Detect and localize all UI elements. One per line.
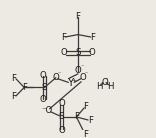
Text: F: F bbox=[12, 91, 17, 100]
Text: O: O bbox=[89, 48, 95, 57]
Text: S: S bbox=[59, 112, 64, 121]
Text: O: O bbox=[79, 73, 86, 82]
Text: ⁻O: ⁻O bbox=[41, 106, 52, 115]
Text: ⁻: ⁻ bbox=[85, 72, 88, 77]
Text: F: F bbox=[76, 12, 80, 21]
Text: F: F bbox=[22, 83, 27, 92]
Text: S: S bbox=[75, 48, 81, 57]
Text: H: H bbox=[96, 82, 102, 91]
Text: F: F bbox=[61, 33, 66, 42]
Text: O: O bbox=[39, 95, 46, 104]
Text: O: O bbox=[52, 73, 59, 82]
Text: F: F bbox=[84, 102, 89, 111]
Text: H: H bbox=[107, 82, 114, 91]
Text: ·: · bbox=[104, 74, 108, 84]
Text: F: F bbox=[90, 33, 95, 42]
Text: O: O bbox=[61, 48, 67, 57]
Text: O: O bbox=[58, 126, 65, 135]
Text: F: F bbox=[84, 130, 89, 138]
Text: +: + bbox=[71, 78, 76, 83]
Text: Y: Y bbox=[67, 78, 73, 88]
Text: F: F bbox=[74, 112, 79, 121]
Text: F: F bbox=[12, 74, 17, 83]
Text: F: F bbox=[88, 116, 93, 124]
Text: S: S bbox=[42, 83, 47, 92]
Text: O: O bbox=[101, 78, 108, 87]
Text: ⁻: ⁻ bbox=[58, 72, 61, 77]
Text: ⁻: ⁻ bbox=[81, 66, 84, 71]
Text: O: O bbox=[75, 66, 81, 75]
Text: O: O bbox=[39, 71, 46, 80]
Text: O: O bbox=[58, 99, 65, 108]
